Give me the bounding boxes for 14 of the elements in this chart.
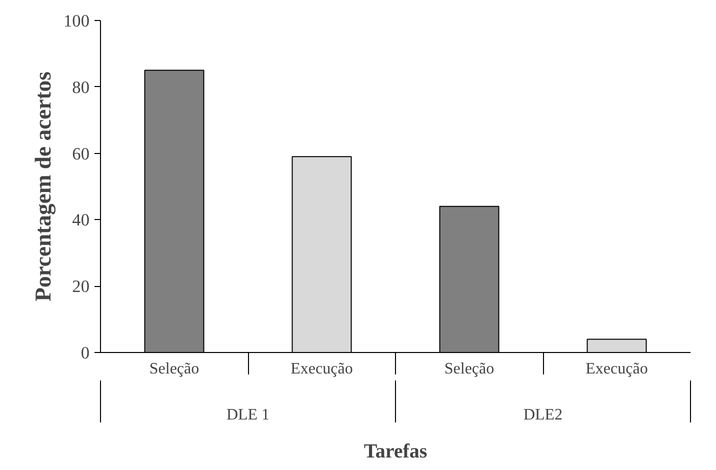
x-tick-label: Execução xyxy=(290,360,353,378)
x-tick-label: Seleção xyxy=(444,360,494,378)
text: DLE 1 xyxy=(226,406,270,424)
y-tick-label: 40 xyxy=(72,210,90,230)
y-tick-label: 20 xyxy=(72,277,90,296)
y-tick-label: 100 xyxy=(64,12,90,30)
text: DLE2 xyxy=(523,406,563,424)
x-tick-label: Execução xyxy=(586,360,648,378)
y-tick-label: 60 xyxy=(72,144,90,164)
x-axis-title: Tarefas xyxy=(364,440,428,462)
y-tick-label: 0 xyxy=(80,344,90,362)
y-tick-label: 80 xyxy=(72,78,90,97)
y-axis-title: Porcentagem de acertos xyxy=(30,71,56,302)
x-tick-label: Seleção xyxy=(149,360,200,378)
